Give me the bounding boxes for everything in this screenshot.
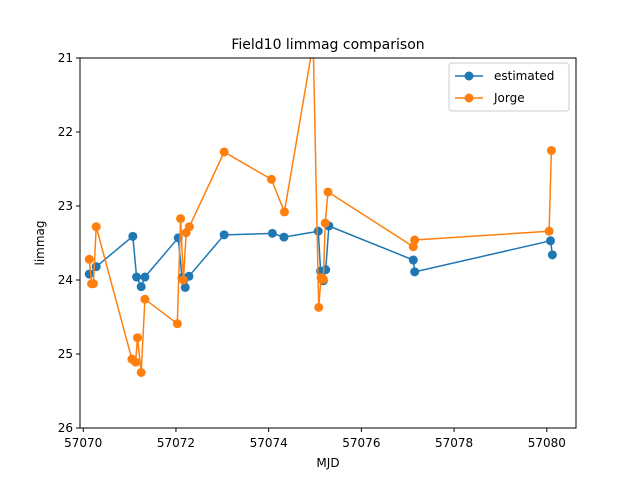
legend-label-estimated: estimated: [494, 69, 554, 83]
data-point-estimated: [321, 265, 331, 275]
data-point-jorge: [176, 214, 186, 224]
y-tick-label: 25: [58, 347, 73, 361]
series-jorge: [84, 58, 556, 377]
data-point-jorge: [323, 187, 333, 197]
y-tick-label: 26: [58, 421, 73, 435]
data-point-estimated: [410, 267, 420, 277]
data-point-estimated: [132, 272, 142, 282]
data-point-jorge: [84, 254, 94, 264]
data-point-estimated: [128, 231, 138, 241]
x-tick-label: 57070: [64, 436, 102, 450]
data-point-jorge: [410, 235, 420, 245]
legend-marker-estimated: [464, 71, 474, 81]
series-estimated: [84, 221, 557, 292]
chart-title: Field10 limmag comparison: [231, 37, 424, 53]
y-tick-label: 22: [58, 125, 73, 139]
y-tick-label: 24: [58, 273, 73, 287]
data-point-jorge: [91, 222, 101, 232]
y-tick-label: 21: [58, 51, 73, 65]
data-point-jorge: [132, 333, 142, 343]
data-point-jorge: [266, 174, 276, 184]
data-point-jorge: [172, 319, 182, 329]
data-point-estimated: [547, 250, 557, 260]
data-point-estimated: [313, 226, 323, 236]
data-point-estimated: [279, 232, 289, 242]
x-tick-label: 57076: [342, 436, 380, 450]
y-axis-label: limmag: [33, 220, 47, 265]
x-tick-label: 57078: [435, 436, 473, 450]
data-point-estimated: [140, 272, 150, 282]
x-tick-label: 57080: [528, 436, 566, 450]
data-point-estimated: [219, 230, 229, 240]
data-point-jorge: [178, 275, 188, 285]
y-tick-label: 23: [58, 199, 73, 213]
y-axis-ticks: 21 22 23 24 25 26: [58, 51, 80, 435]
data-point-estimated: [267, 228, 277, 238]
data-point-jorge: [184, 222, 194, 232]
data-point-jorge: [131, 357, 141, 367]
data-point-jorge: [136, 368, 146, 377]
legend-box: [448, 62, 570, 112]
data-point-jorge: [546, 146, 556, 155]
x-tick-label: 57072: [157, 436, 195, 450]
data-point-estimated: [180, 282, 190, 292]
data-point-estimated: [546, 236, 556, 246]
data-point-jorge: [88, 279, 98, 289]
data-point-jorge: [279, 207, 289, 217]
data-point-estimated: [408, 255, 418, 265]
data-point-jorge: [318, 274, 328, 284]
data-point-estimated: [84, 269, 94, 279]
x-tick-label: 57074: [250, 436, 288, 450]
series-layer: [84, 58, 557, 377]
data-point-estimated: [136, 282, 146, 292]
legend: estimated Jorge: [448, 62, 570, 112]
legend-marker-jorge: [464, 93, 474, 103]
data-point-jorge: [219, 147, 229, 157]
x-axis-label: MJD: [316, 456, 339, 470]
data-point-jorge: [314, 302, 324, 312]
legend-label-jorge: Jorge: [493, 91, 525, 105]
data-point-jorge: [320, 218, 330, 228]
plot-frame: [79, 57, 577, 429]
data-point-jorge: [544, 226, 554, 236]
data-point-estimated: [91, 262, 101, 272]
x-axis-ticks: 57070 57072 57074 57076 57078 57080: [64, 428, 566, 450]
data-point-jorge: [140, 294, 150, 304]
series-line-estimated: [88, 225, 554, 289]
